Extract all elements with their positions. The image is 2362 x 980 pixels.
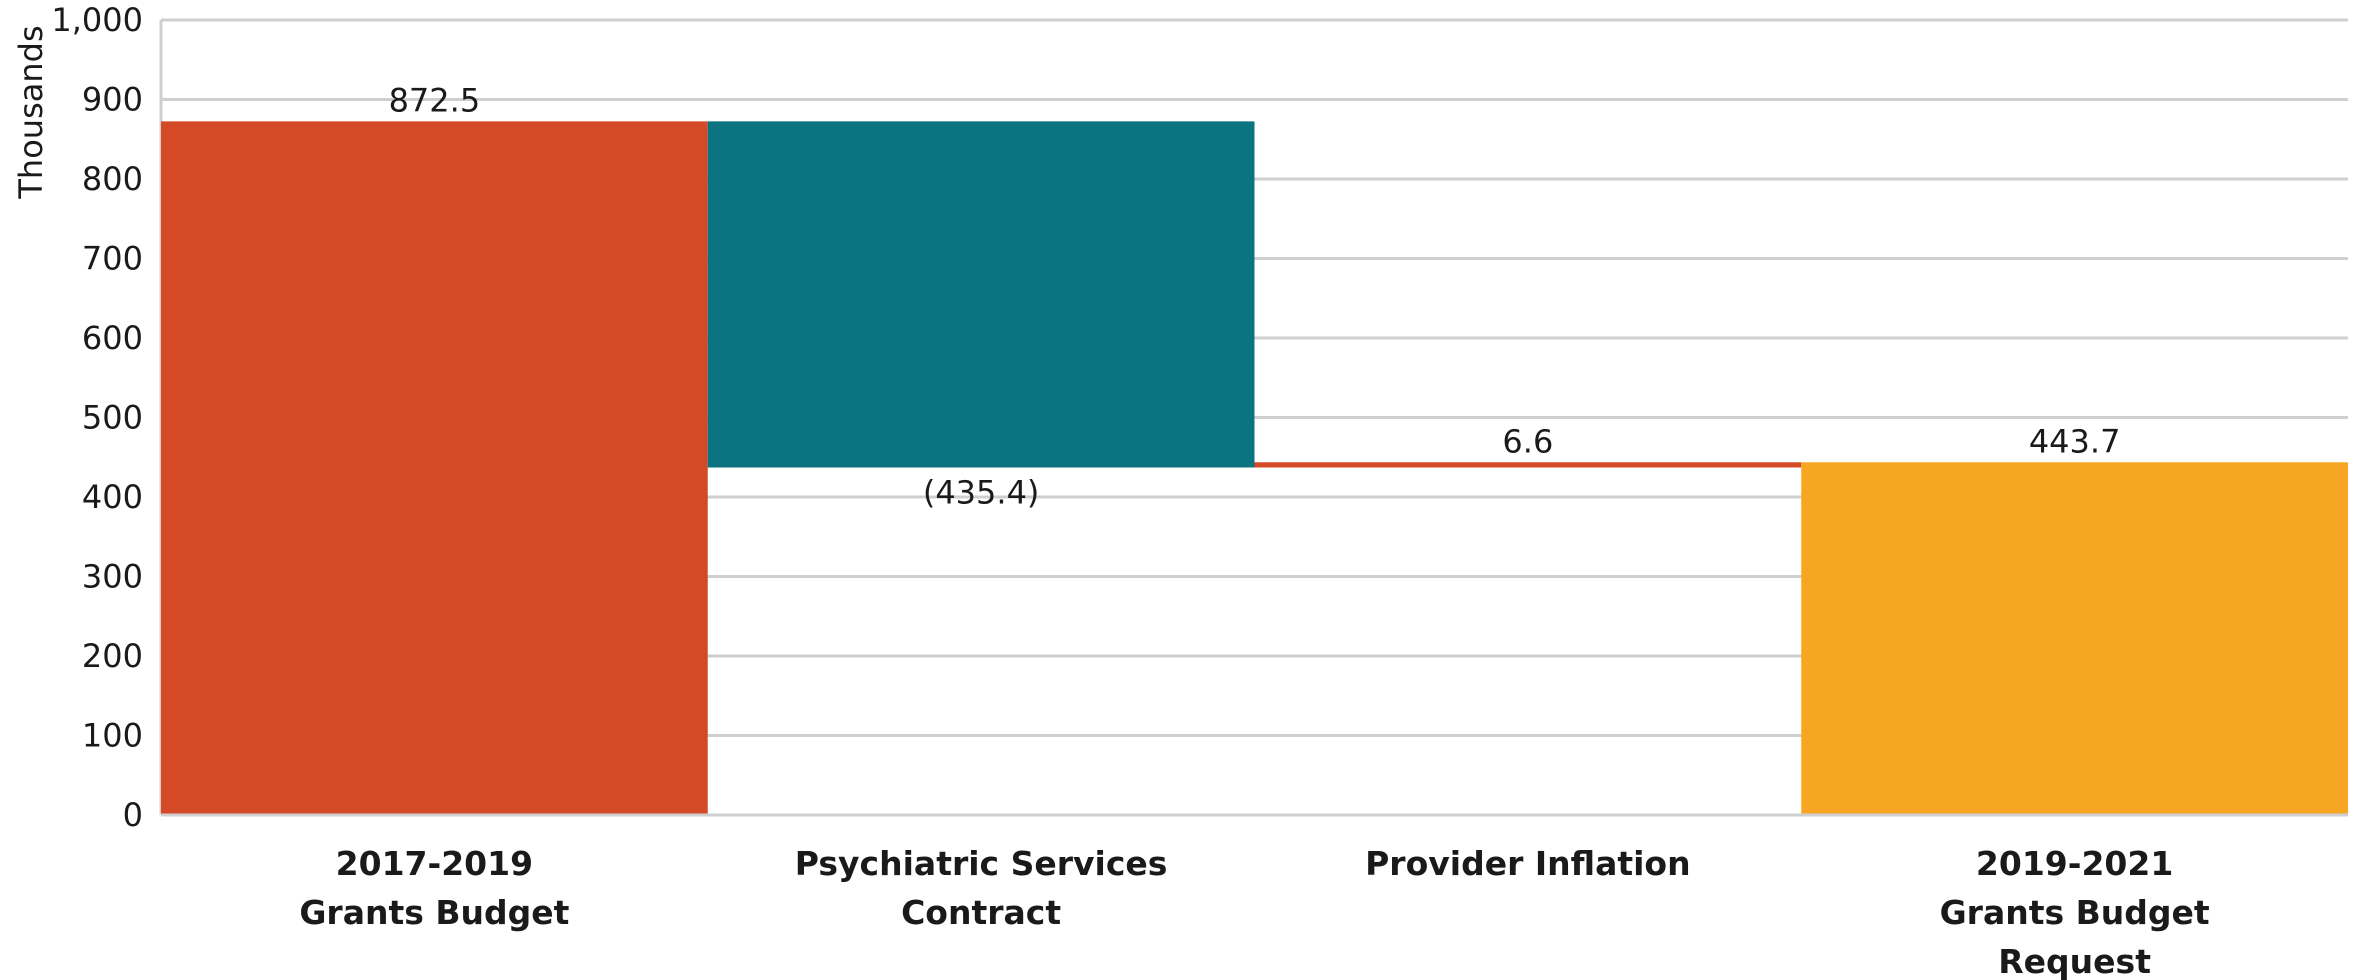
data-label: 872.5 <box>389 81 481 119</box>
category-label: Psychiatric Services Contract <box>795 844 1168 932</box>
category-label-line: Contract <box>901 893 1061 932</box>
category-label-line: Psychiatric Services <box>795 844 1168 883</box>
category-label: 2019-2021 Grants Budget Request <box>1940 844 2210 980</box>
category-label-line: Grants Budget <box>299 893 569 932</box>
y-tick-label: 300 <box>82 558 143 596</box>
y-tick-label: 900 <box>82 81 143 119</box>
bar <box>707 121 1255 468</box>
category-label-line: 2017-2019 <box>336 844 533 883</box>
y-tick-label: 100 <box>82 717 143 755</box>
y-tick-labels: 0 100 200 300 400 500 600 700 800 900 1,000 <box>51 1 143 834</box>
y-tick-label: 800 <box>82 160 143 198</box>
category-label-line: 2019-2021 <box>1976 844 2173 883</box>
category-label-line: Grants Budget <box>1940 893 2210 932</box>
category-label: Provider Inflation <box>1365 844 1690 883</box>
category-label: 2017-2019 Grants Budget <box>299 844 569 932</box>
bars <box>161 121 2348 816</box>
y-tick-label: 200 <box>82 637 143 675</box>
bar <box>1801 462 2348 815</box>
data-label: (435.4) <box>923 474 1040 512</box>
y-tick-label: 0 <box>123 796 143 834</box>
y-tick-label: 400 <box>82 478 143 516</box>
bar <box>1254 462 1802 468</box>
y-axis-label: Thousands <box>12 25 50 199</box>
y-tick-label: 500 <box>82 399 143 437</box>
category-label-line: Provider Inflation <box>1365 844 1690 883</box>
data-label: 443.7 <box>2029 422 2121 460</box>
y-tick-label: 600 <box>82 319 143 357</box>
bar <box>161 121 708 816</box>
category-labels: 2017-2019 Grants Budget Psychiatric Servic… <box>299 844 2210 980</box>
y-tick-label: 700 <box>82 240 143 278</box>
data-labels: 872.5 (435.4) 6.6 443.7 <box>389 81 2121 511</box>
data-label: 6.6 <box>1502 422 1553 460</box>
y-tick-label: 1,000 <box>51 1 143 39</box>
category-label-line: Request <box>1998 942 2151 980</box>
